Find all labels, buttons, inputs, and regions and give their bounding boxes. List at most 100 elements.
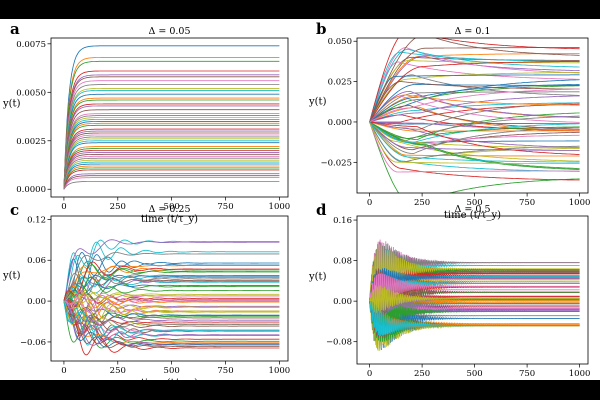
series-line: [63, 115, 280, 190]
series-line: [63, 45, 280, 190]
series-line: [63, 173, 280, 190]
series-line: [369, 121, 580, 173]
y-tick-label: 0.0025: [16, 137, 46, 147]
series-line: [369, 121, 580, 155]
series-line: [369, 300, 580, 325]
series-line: [369, 121, 580, 148]
series-line: [63, 293, 280, 310]
series-line: [369, 285, 580, 314]
series-line: [63, 128, 280, 190]
y-tick-label: 0.12: [27, 215, 46, 225]
series-line: [63, 252, 280, 302]
series-line: [63, 99, 280, 190]
series-line: [63, 138, 280, 190]
panel-letter: c: [10, 201, 19, 219]
series-line: [63, 276, 280, 302]
series-line: [369, 71, 580, 123]
series-line: [369, 121, 580, 139]
series-line: [63, 105, 280, 190]
series-line: [63, 301, 280, 349]
x-tick-label: 250: [110, 202, 126, 212]
series-line: [63, 159, 280, 190]
series-line: [369, 61, 580, 123]
series-line: [369, 121, 580, 165]
series-line: [369, 103, 580, 123]
x-tick-label: 1000: [569, 198, 591, 208]
axis-frame: [50, 215, 289, 362]
series-line: [369, 60, 580, 123]
series-line: [369, 291, 580, 318]
series-line: [63, 264, 280, 302]
series-line: [369, 51, 580, 123]
axis-frame: [356, 215, 589, 365]
series-line: [63, 274, 280, 302]
series-line: [63, 132, 280, 190]
series-line: [369, 121, 580, 155]
series-line: [369, 88, 580, 123]
series-line: [369, 38, 580, 123]
panel-letter: d: [316, 201, 327, 219]
axis-frame: [356, 37, 589, 194]
series-line: [63, 153, 280, 190]
x-axis-label: time (t/τ_y): [141, 378, 198, 380]
series-line: [369, 90, 580, 123]
x-tick-label: 0: [367, 198, 372, 208]
figure-canvas: 0 250 500 750 10000.00000.00250.00500.0075Δ …: [2, 20, 591, 380]
series-line: [63, 151, 280, 190]
series-line: [63, 80, 280, 190]
series-line: [369, 121, 580, 163]
y-tick-label: 0.0000: [16, 185, 46, 195]
x-tick-label: 750: [519, 369, 535, 379]
series-line: [63, 274, 280, 302]
series-line: [369, 121, 580, 151]
series-line: [369, 94, 580, 123]
series-line: [63, 163, 280, 190]
series-line: [63, 254, 280, 302]
series-line: [63, 271, 280, 302]
x-axis-label: time (t/τ_y): [141, 214, 198, 225]
series-line: [63, 300, 280, 323]
x-tick-label: 500: [164, 366, 180, 376]
series-line: [63, 89, 280, 190]
y-tick-label: 0.000: [328, 118, 352, 128]
panel-a: 0 250 500 750 1000 0.0000 0.0025 0.0050 0.0075 Δ …: [2, 20, 290, 225]
series-line: [63, 103, 280, 190]
series-line: [63, 74, 280, 190]
series-line: [63, 148, 280, 190]
series-group: [369, 38, 580, 193]
series-line: [63, 97, 280, 190]
series-line: [63, 276, 280, 302]
series-line: [63, 136, 280, 190]
series-line: [63, 161, 280, 190]
series-line: [63, 301, 280, 338]
y-axis-label: y(t): [308, 97, 327, 108]
series-line: [369, 241, 580, 304]
series-line: [63, 84, 280, 190]
series-line: [63, 291, 280, 325]
figure: 0 250 500 750 1000 0.0000 0.0025 0.0050 0.0075 Δ …: [0, 19, 600, 380]
y-tick-label: 0.025: [328, 78, 352, 88]
series-line: [63, 70, 280, 190]
series-line: [63, 252, 280, 302]
series-line: [369, 121, 580, 160]
series-line: [63, 150, 280, 190]
series-line: [63, 113, 280, 190]
series-line: [369, 121, 580, 193]
series-group: [63, 45, 280, 190]
x-tick-label: 250: [414, 198, 430, 208]
y-tick-label: 0.00: [333, 297, 352, 307]
series-line: [63, 300, 280, 348]
series-line: [369, 273, 580, 309]
series-line: [369, 244, 580, 310]
x-tick-label: 750: [217, 202, 233, 212]
series-line: [369, 81, 580, 123]
y-tick-label: 0.0050: [16, 88, 46, 98]
x-tick-label: 750: [519, 198, 535, 208]
series-line: [63, 276, 280, 307]
series-line: [63, 181, 280, 190]
series-line: [369, 267, 580, 302]
x-tick-label: 0: [61, 366, 66, 376]
series-line: [369, 121, 580, 149]
series-line: [63, 118, 280, 190]
series-line: [369, 56, 580, 123]
